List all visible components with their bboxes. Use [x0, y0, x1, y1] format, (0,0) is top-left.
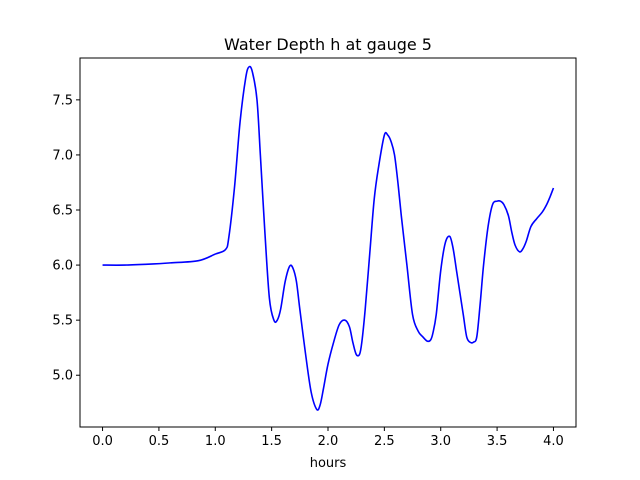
x-tick-label: 4.0: [543, 434, 564, 449]
plot-area: 0.0 0.5 1.0 1.5 2.0 2.5 3.0 3.5 4.0 5.0 5.5 6.0 6.5 7…: [52, 65, 564, 449]
x-tick-label: 1.5: [261, 434, 282, 449]
x-axis-label: hours: [310, 456, 347, 471]
x-tick-label: 2.5: [374, 434, 395, 449]
y-tick-label: 7.0: [52, 148, 73, 163]
y-tick-label: 6.5: [52, 204, 73, 219]
y-tick-label: 7.5: [52, 93, 73, 108]
series-line: [102, 65, 555, 411]
x-tick-label: 1.0: [205, 434, 226, 449]
x-tick-label: 3.5: [487, 434, 508, 449]
chart-title: Water Depth h at gauge 5: [224, 35, 432, 54]
x-tick-label: 2.0: [318, 434, 339, 449]
x-tick-label: 0.0: [92, 434, 113, 449]
y-tick-label: 5.0: [52, 369, 73, 384]
plot-frame: [79, 57, 577, 428]
y-tick-label: 6.0: [52, 259, 73, 274]
x-tick-label: 0.5: [149, 434, 170, 449]
x-tick-label: 3.0: [430, 434, 451, 449]
y-tick-label: 5.5: [52, 314, 73, 329]
